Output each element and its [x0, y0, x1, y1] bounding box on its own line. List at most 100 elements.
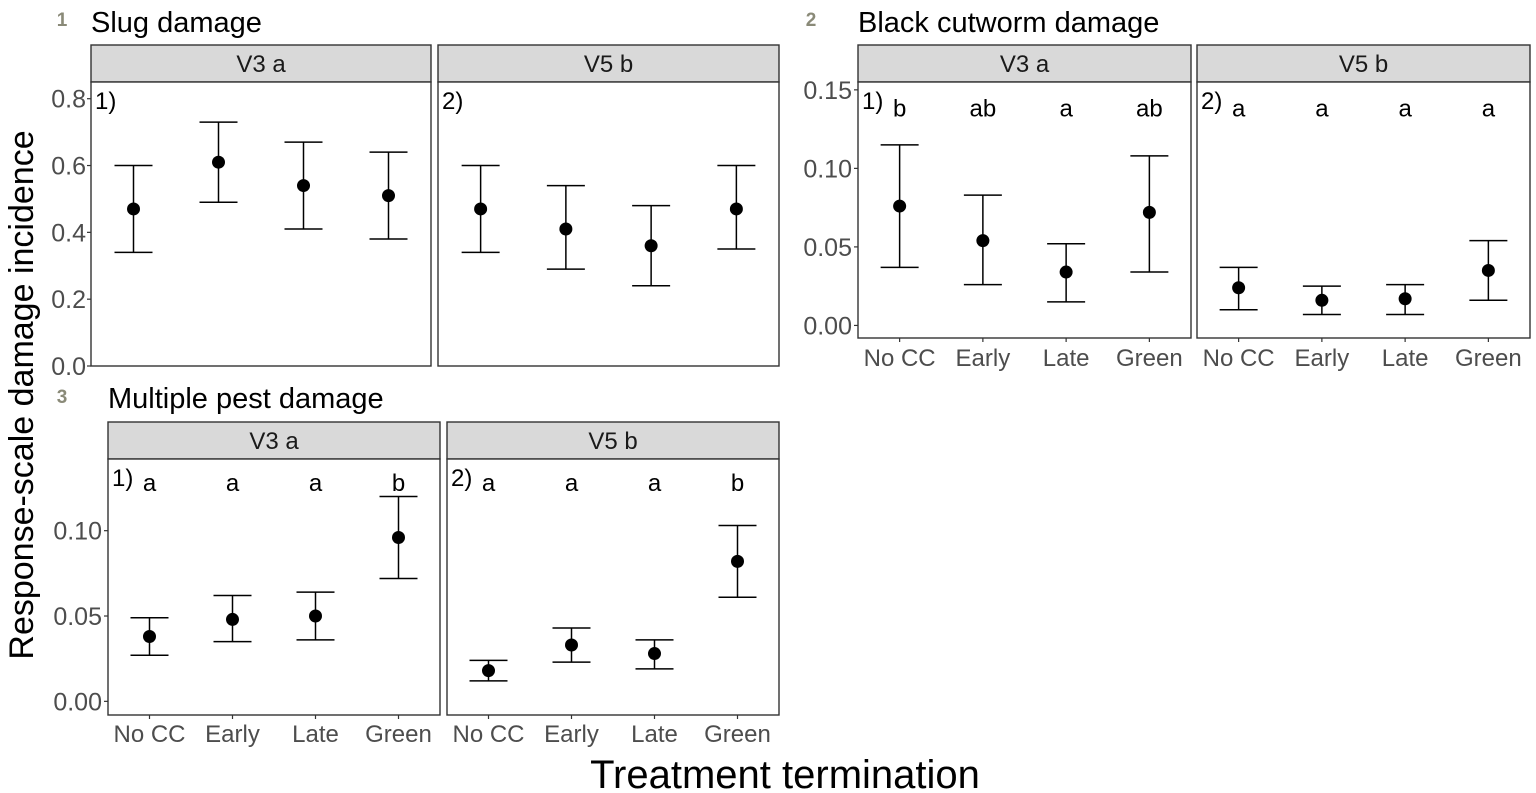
data-point — [226, 612, 239, 626]
significance-letter: a — [143, 470, 157, 497]
facet-strip-label: V3 a — [236, 51, 286, 78]
significance-letter: a — [1482, 96, 1496, 123]
facet-strip — [1196, 44, 1531, 83]
facet-tag: 1) — [95, 88, 116, 115]
plot-area — [90, 81, 432, 367]
facet-strip-label: V5 b — [588, 428, 637, 455]
facet-tag: 2) — [1201, 88, 1222, 115]
significance-letter: a — [226, 470, 240, 497]
data-point — [1232, 281, 1246, 295]
facet-1: V3 a 1) b No CC ab Early a Late ab Green — [857, 44, 1192, 372]
panel-number: 1 — [57, 10, 68, 31]
data-point — [1398, 292, 1412, 306]
facet-tag: 1) — [862, 88, 883, 115]
panel-title: Multiple pest damage — [108, 383, 384, 415]
data-point — [474, 202, 488, 216]
significance-letter: ab — [1136, 96, 1163, 123]
x-tick-label: No CC — [864, 345, 936, 372]
data-point — [893, 199, 907, 213]
plot-area — [437, 81, 780, 367]
x-tick-label: No CC — [113, 721, 185, 748]
facet-strip-label: V5 b — [584, 51, 633, 78]
x-tick-label: Late — [631, 721, 678, 748]
panel-title: Slug damage — [91, 7, 262, 39]
panel-title: Black cutworm damage — [858, 7, 1159, 39]
y-tick-label: 0.00 — [53, 688, 102, 716]
plot-area — [446, 458, 780, 716]
data-point — [565, 638, 578, 652]
significance-letter: b — [392, 470, 405, 497]
facet-strip — [90, 44, 432, 83]
plot-area — [857, 81, 1192, 339]
data-point — [976, 234, 990, 248]
x-axis-label: Treatment termination — [590, 753, 980, 793]
x-tick-label: Early — [1295, 345, 1350, 372]
x-tick-label: Green — [1116, 345, 1183, 372]
data-point — [644, 239, 658, 253]
significance-letter: a — [1315, 96, 1329, 123]
y-tick-label: 0.0 — [51, 353, 86, 381]
y-tick-label: 0.10 — [803, 155, 852, 183]
x-tick-label: Green — [1455, 345, 1522, 372]
plot-area — [1196, 81, 1531, 339]
panel-3: 3 Multiple pest damage 0.00 0.05 0.10 V3 a 1) a… — [53, 383, 780, 748]
panel-number: 3 — [57, 387, 68, 408]
facet-2: V5 b 2) a No CC a Early a Late a Green — [1196, 44, 1531, 372]
x-tick-label: Early — [544, 721, 599, 748]
data-point — [1315, 293, 1329, 307]
panel-number: 2 — [806, 10, 817, 31]
y-axis-label: Response-scale damage incidence — [3, 130, 41, 659]
y-tick-label: 0.8 — [51, 86, 86, 114]
facet-tag: 1) — [112, 465, 133, 492]
facet-2: V5 b 2) — [437, 44, 780, 367]
data-point — [1481, 263, 1495, 277]
x-tick-label: No CC — [1203, 345, 1275, 372]
x-tick-label: Early — [205, 721, 260, 748]
data-point — [297, 179, 310, 193]
y-tick-label: 0.4 — [51, 219, 86, 247]
data-point — [729, 202, 743, 216]
facet-strip-label: V5 b — [1339, 51, 1388, 78]
significance-letter: a — [1059, 96, 1073, 123]
data-point — [559, 222, 573, 236]
panel-2: 2 Black cutworm damage0.000.050.100.15V3 … — [803, 7, 1531, 372]
significance-letter: a — [309, 470, 323, 497]
facet-strip — [107, 421, 441, 460]
y-tick-label: 0.2 — [51, 286, 86, 314]
data-point — [482, 664, 495, 678]
significance-letter: a — [1232, 96, 1246, 123]
data-point — [127, 202, 140, 216]
y-tick-label: 0.15 — [803, 77, 852, 105]
x-tick-label: Green — [704, 721, 771, 748]
data-point — [212, 155, 225, 169]
data-point — [309, 609, 322, 623]
x-tick-label: Early — [956, 345, 1011, 372]
x-tick-label: Late — [1382, 345, 1429, 372]
data-point — [1142, 205, 1156, 219]
significance-letter: b — [893, 96, 906, 123]
y-tick-label: 0.6 — [51, 153, 86, 181]
facet-strip-label: V3 a — [249, 428, 299, 455]
x-tick-label: Late — [1043, 345, 1090, 372]
y-tick-label: 0.05 — [53, 603, 102, 631]
significance-letter: a — [482, 470, 496, 497]
significance-letter: a — [1398, 96, 1412, 123]
facet-2: V5 b 2) a No CC a Early a Late b Green — [446, 421, 780, 748]
facet-strip-label: V3 a — [1000, 51, 1050, 78]
x-tick-label: No CC — [452, 721, 524, 748]
facet-strip — [446, 421, 780, 460]
significance-letter: ab — [970, 96, 997, 123]
significance-letter: a — [565, 470, 579, 497]
data-point — [382, 189, 395, 203]
plot-area — [107, 458, 441, 716]
x-tick-label: Late — [292, 721, 339, 748]
data-point — [731, 554, 744, 568]
y-tick-label: 0.00 — [803, 312, 852, 340]
data-point — [648, 647, 661, 661]
data-point — [1059, 265, 1073, 279]
facet-1: V3 a 1) — [90, 44, 432, 367]
x-tick-label: Green — [365, 721, 432, 748]
data-point — [392, 531, 405, 545]
facet-1: V3 a 1) a No CC a Early a Late b Green — [107, 421, 441, 748]
